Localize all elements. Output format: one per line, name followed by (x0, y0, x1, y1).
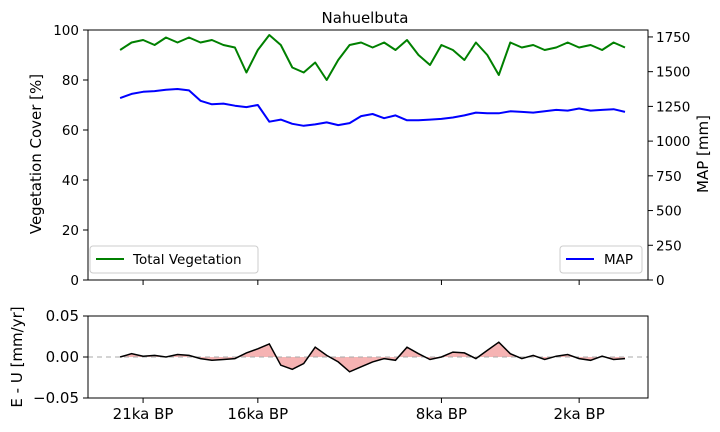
right-y-tick-label: 0 (656, 273, 665, 289)
legend-box (559, 245, 643, 274)
legend-map: MAP (559, 245, 643, 274)
left-y-axis-label: Vegetation Cover [%] (27, 74, 45, 234)
bottom-x-tick-label: 2ka BP (554, 405, 605, 423)
bottom-y-axis-ticks: −0.05 0.00 0.05 (33, 307, 88, 407)
bottom-plot-frame (87, 315, 649, 399)
right-y-tick-label: 1000 (656, 134, 690, 150)
right-y-tick-label: 250 (656, 238, 682, 254)
vegetation-map-lines (119, 34, 626, 127)
left-y-tick-label: 20 (62, 223, 79, 239)
bottom-x-tick-label: 21ka BP (113, 405, 174, 423)
right-y-tick-label: 1250 (656, 99, 690, 115)
chart-title: Nahuelbuta (322, 9, 409, 27)
bottom-y-axis-label: E - U [mm/yr] (8, 306, 26, 407)
right-y-tick-label: 750 (656, 169, 682, 185)
bottom-x-axis-ticks: 21ka BP 16ka BP 8ka BP 2ka BP (113, 398, 605, 423)
bottom-y-tick-label: −0.05 (33, 389, 79, 407)
bottom-y-tick-label: 0.05 (46, 307, 79, 325)
top-x-axis-ticks (142, 280, 580, 285)
right-y-tick-label: 500 (656, 204, 682, 220)
left-y-tick-label: 60 (62, 123, 79, 139)
right-y-tick-label: 1750 (656, 30, 690, 46)
erosion-uplift-series-line (119, 341, 626, 373)
top-plot-frame (87, 29, 649, 281)
right-y-axis-ticks: 0 250 500 750 1000 1250 1500 1750 (648, 30, 690, 289)
left-y-tick-label: 40 (62, 173, 79, 189)
erosion-uplift-panel: E - U [mm/yr] −0.05 0.00 0.05 21ka BP 16ka … (8, 306, 649, 423)
erosion-uplift-fill (120, 342, 625, 372)
left-y-tick-label: 100 (53, 23, 79, 39)
series-line-map (119, 88, 626, 127)
legend-box (89, 245, 259, 274)
left-y-tick-label: 80 (62, 73, 79, 89)
bottom-y-tick-label: 0.00 (46, 348, 79, 366)
left-y-axis-ticks: 0 20 40 60 80 100 (53, 23, 88, 289)
series-line-total-vegetation (119, 34, 626, 81)
bottom-x-tick-label: 16ka BP (227, 405, 288, 423)
erosion-uplift-area (120, 342, 625, 372)
legend-label-map: MAP (604, 252, 633, 268)
legend-label-total-vegetation: Total Vegetation (132, 252, 242, 268)
legend-total-vegetation: Total Vegetation (89, 245, 259, 274)
left-y-tick-label: 0 (70, 273, 79, 289)
vegetation-map-panel: Nahuelbuta Vegetation Cover [%] MAP [mm]… (27, 9, 712, 289)
bottom-x-tick-label: 8ka BP (416, 405, 467, 423)
right-y-tick-label: 1500 (656, 65, 690, 81)
erosion-uplift-line (119, 341, 626, 373)
right-y-axis-label: MAP [mm] (694, 115, 712, 193)
